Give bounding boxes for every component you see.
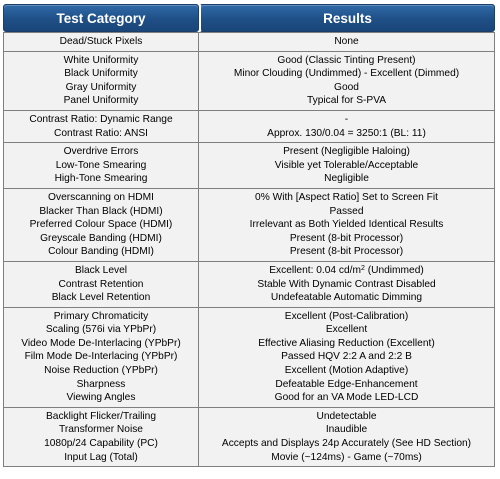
table-row: Overscanning on HDMI Blacker Than Black (… — [3, 187, 495, 261]
category-cell: Dead/Stuck Pixels — [3, 32, 199, 51]
result-value: Effective Aliasing Reduction (Excellent) — [258, 337, 435, 349]
category-label: Sharpness — [76, 378, 126, 390]
result-value: Passed HQV 2:2 A and 2:2 B — [281, 351, 412, 363]
result-cell: Good (Classic Tinting Present) Minor Clou… — [199, 50, 495, 110]
result-value: Good for an VA Mode LED-LCD — [274, 392, 419, 404]
category-label: Primary Chromaticity — [53, 310, 149, 322]
category-label: Contrast Retention — [58, 278, 144, 290]
category-cell: Overdrive Errors Low-Tone Smearing High-To… — [3, 142, 199, 188]
result-cell: - Approx. 130/0.04 = 3250:1 (BL: 11) — [199, 109, 495, 143]
category-label: Gray Uniformity — [65, 81, 137, 93]
result-value: Present (8-bit Processor) — [289, 246, 404, 258]
table-body: Dead/Stuck Pixels None White Uniformity Bla… — [3, 32, 495, 468]
result-value: 0% With [Aspect Ratio] Set to Screen Fit — [255, 191, 438, 203]
category-cell: White Uniformity Black Uniformity Gray Uni… — [3, 50, 199, 110]
category-label: Dead/Stuck Pixels — [59, 36, 143, 47]
result-value-main: Excellent: 0.04 cd/m — [269, 264, 361, 276]
category-label: Overdrive Errors — [63, 146, 139, 158]
category-cell: Contrast Ratio: Dynamic Range Contrast Ra… — [3, 109, 199, 143]
result-value: Defeatable Edge-Enhancement — [275, 378, 418, 390]
category-cell: Backlight Flicker/Trailing Transformer No… — [3, 406, 199, 468]
category-label: Black Level Retention — [51, 292, 151, 304]
category-cell: Black Level Contrast Retention Black Level… — [3, 260, 199, 307]
category-label: Preferred Colour Space (HDMI) — [29, 219, 173, 231]
category-label: Backlight Flicker/Trailing — [45, 410, 157, 422]
category-label: White Uniformity — [63, 54, 139, 66]
category-label: Overscanning on HDMI — [48, 191, 154, 203]
category-label: Contrast Ratio: ANSI — [54, 127, 148, 139]
result-value-suffix: (Undimmed) — [364, 264, 424, 276]
result-value-superscript: 2 — [360, 264, 365, 272]
result-cell: Excellent: 0.04 cd/m2 (Undimmed) Stable W… — [199, 260, 495, 307]
result-value: Undetectable — [316, 410, 377, 422]
category-label: Video Mode De-Interlacing (YPbPr) — [21, 337, 181, 349]
table-row: Black Level Contrast Retention Black Level… — [3, 260, 495, 307]
category-label: High-Tone Smearing — [54, 173, 148, 185]
category-cell: Overscanning on HDMI Blacker Than Black (… — [3, 187, 199, 261]
result-value: Good — [334, 81, 359, 93]
category-label: Blacker Than Black (HDMI) — [39, 205, 163, 217]
table-row: Primary Chromaticity Scaling (576i via YP… — [3, 306, 495, 407]
table-row: Backlight Flicker/Trailing Transformer No… — [3, 406, 495, 468]
result-value: Stable With Dynamic Contrast Disabled — [257, 278, 436, 290]
category-label: Colour Banding (HDMI) — [48, 246, 154, 258]
category-cell: Primary Chromaticity Scaling (576i via YP… — [3, 306, 199, 407]
table-row: Dead/Stuck Pixels None — [3, 32, 495, 51]
result-value: Excellent — [325, 324, 368, 336]
result-value: Excellent: 0.04 cd/m2 (Undimmed) — [199, 264, 494, 278]
result-cell: Present (Negligible Haloing) Visible yet … — [199, 142, 495, 188]
result-value: Passed — [329, 205, 364, 217]
table-row: White Uniformity Black Uniformity Gray Uni… — [3, 50, 495, 110]
result-value: Approx. 130/0.04 = 3250:1 (BL: 11) — [267, 127, 426, 139]
result-value: Present (Negligible Haloing) — [283, 146, 410, 158]
category-label: 1080p/24 Capability (PC) — [44, 438, 158, 450]
result-value: None — [334, 36, 359, 47]
category-label: Film Mode De-Interlacing (YPbPr) — [24, 351, 178, 363]
result-cell: 0% With [Aspect Ratio] Set to Screen Fit… — [199, 187, 495, 261]
test-category-header: Test Category — [3, 4, 199, 32]
category-label: Transformer Noise — [59, 424, 143, 436]
category-label: Scaling (576i via YPbPr) — [45, 324, 157, 336]
result-value: Accepts and Displays 24p Accurately (See… — [221, 438, 472, 450]
result-value: Excellent (Post-Calibration) — [284, 310, 409, 322]
category-label: Greyscale Banding (HDMI) — [40, 232, 162, 244]
result-value: Good (Classic Tinting Present) — [277, 54, 416, 66]
result-value: Movie (~124ms) - Game (~70ms) — [271, 451, 422, 463]
result-value: Excellent (Motion Adaptive) — [284, 365, 409, 377]
result-value: Negligible — [324, 173, 369, 185]
results-header: Results — [199, 4, 495, 32]
category-label: Black Uniformity — [64, 68, 138, 80]
header-row: Test Category Results — [3, 4, 495, 32]
result-cell: None — [199, 32, 495, 51]
table-row: Contrast Ratio: Dynamic Range Contrast Ra… — [3, 109, 495, 143]
category-label: Noise Reduction (YPbPr) — [44, 365, 158, 377]
category-label: Low-Tone Smearing — [55, 159, 147, 171]
category-label: Viewing Angles — [66, 392, 136, 404]
result-value: Inaudible — [325, 424, 368, 436]
result-cell: Undetectable Inaudible Accepts and Display… — [199, 406, 495, 468]
results-table: Test Category Results Dead/Stuck Pixels N… — [3, 4, 495, 468]
category-label: Contrast Ratio: Dynamic Range — [29, 113, 173, 125]
category-label: Black Level — [74, 264, 128, 276]
result-value: - — [344, 113, 349, 125]
result-value: Undefeatable Automatic Dimming — [270, 292, 423, 304]
table-row: Overdrive Errors Low-Tone Smearing High-To… — [3, 142, 495, 188]
result-value: Irrelevant as Both Yielded Identical Res… — [249, 219, 444, 231]
result-value: Visible yet Tolerable/Acceptable — [274, 159, 419, 171]
result-value: Minor Clouding (Undimmed) - Excellent (D… — [233, 68, 460, 80]
result-cell: Excellent (Post-Calibration) Excellent Eff… — [199, 306, 495, 407]
result-value: Typical for S-PVA — [306, 95, 387, 107]
result-value: Present (8-bit Processor) — [289, 232, 404, 244]
category-label: Panel Uniformity — [63, 95, 139, 107]
category-label: Input Lag (Total) — [64, 451, 138, 463]
